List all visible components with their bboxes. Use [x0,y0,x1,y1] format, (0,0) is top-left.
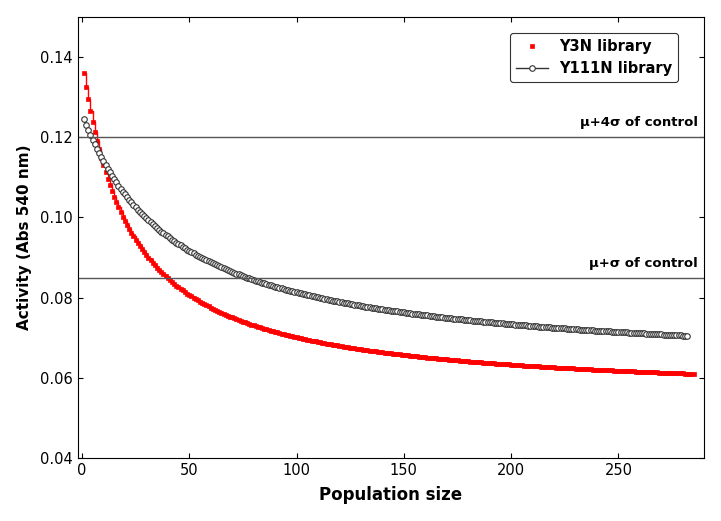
Y111N library [425,313,434,319]
Y111N library [80,116,89,122]
Y3N library [584,366,593,373]
Y111N library [217,264,226,270]
Line: Y111N library: Y111N library [81,116,690,339]
Y111N library [683,332,691,339]
Y3N library [461,358,470,364]
Y111N library [247,276,256,282]
Text: μ+4σ of control: μ+4σ of control [580,116,698,129]
Y3N library [507,362,516,368]
Y3N library [391,351,399,357]
Y3N library [80,70,89,76]
Y111N library [125,196,133,203]
Y3N library [359,346,368,353]
Text: μ+σ of control: μ+σ of control [589,256,698,269]
X-axis label: Population size: Population size [319,486,463,504]
Y-axis label: Activity (Abs 540 nm): Activity (Abs 540 nm) [17,145,32,330]
Y3N library [689,371,698,377]
Y111N library [496,320,505,326]
Line: Y3N library: Y3N library [81,71,696,376]
Y111N library [608,328,616,334]
Y3N library [182,290,191,296]
Legend: Y3N library, Y111N library: Y3N library, Y111N library [510,33,678,82]
